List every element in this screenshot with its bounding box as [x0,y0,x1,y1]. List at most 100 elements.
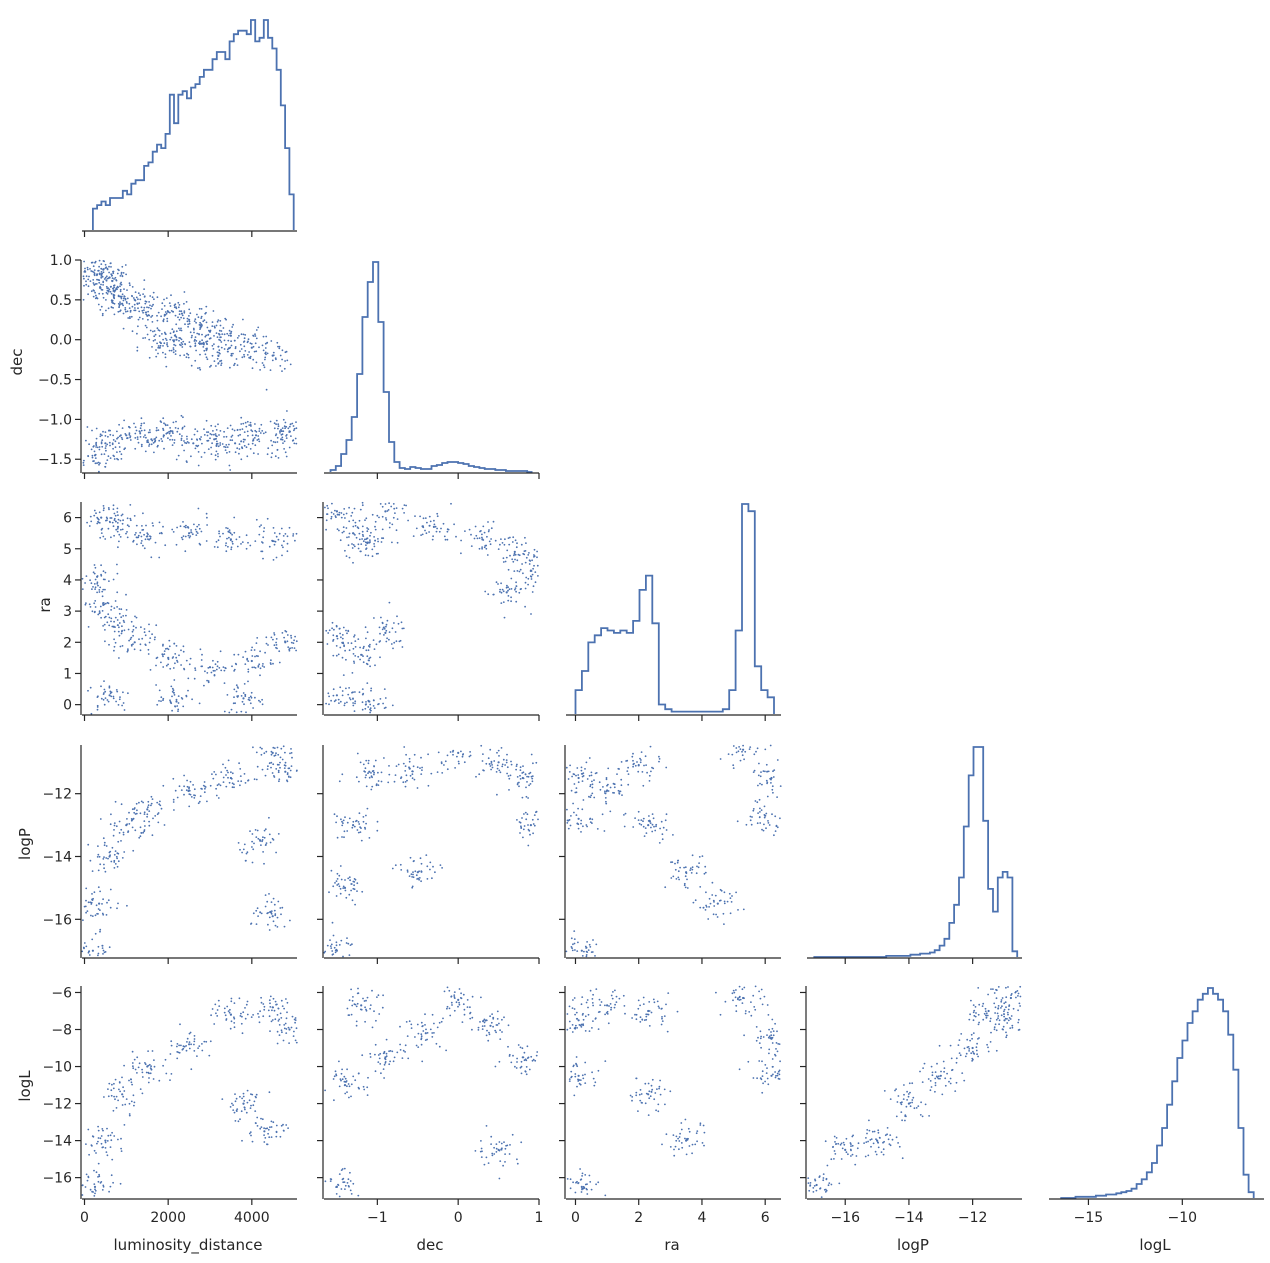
scatter-point [90,261,93,264]
scatter-point [209,666,211,668]
scatter-point [590,771,593,774]
scatter-point [752,808,755,810]
scatter-point [99,462,101,465]
scatter-point [139,835,142,838]
scatter-point [404,765,407,767]
scatter-point [268,916,271,919]
scatter-point [281,554,283,557]
scatter-point [462,1003,465,1006]
scatter-point [503,1141,505,1143]
scatter-point [216,665,219,668]
scatter-point [120,458,123,460]
scatter-point [907,1095,910,1098]
scatter-point [128,1079,130,1082]
scatter-point [206,439,209,442]
scatter-point [635,1018,638,1021]
scatter-point [366,655,369,658]
scatter-point [103,703,106,706]
scatter-point [352,519,355,522]
scatter-point [101,445,104,448]
scatter-point [577,781,580,784]
scatter-point [369,539,371,541]
scatter-point [248,424,251,426]
scatter-point [118,442,120,444]
scatter-point [84,582,86,584]
scatter-point [428,531,430,533]
scatter-point [111,280,114,283]
scatter-point [196,313,198,316]
scatter-point [873,1130,876,1133]
scatter-point [144,538,147,541]
scatter-point [157,444,159,447]
scatter-point [342,1177,345,1180]
scatter-point [645,1013,648,1016]
scatter-point [699,906,702,909]
scatter-point [83,459,85,462]
scatter-point [589,817,592,820]
scatter-point [665,829,668,831]
scatter-point [372,639,375,641]
scatter-point [181,444,184,447]
scatter-point [502,561,505,563]
scatter-point [370,788,373,791]
scatter-point [575,787,578,789]
scatter-point [851,1135,854,1138]
scatter-point [157,311,160,314]
scatter-point [371,548,374,551]
scatter-point [350,515,353,517]
scatter-point [100,288,103,291]
scatter-point [518,591,521,594]
scatter-point [370,687,373,690]
scatter-point [255,909,258,912]
scatter-point [365,774,367,776]
scatter-point [356,992,359,995]
scatter-point [256,765,259,768]
scatter-point [239,768,242,770]
scatter-point [684,1137,686,1140]
scatter-point [255,836,258,838]
scatter-point [279,761,281,764]
scatter-point [91,870,94,872]
scatter-point [517,1044,520,1046]
scatter-point [294,1017,297,1019]
scatter-point [119,285,121,288]
scatter-point [522,828,525,831]
scatter-point [189,331,192,334]
scatter-point [260,1126,263,1128]
scatter-point [692,901,695,904]
scatter-point [283,767,286,769]
scatter-point [573,942,576,945]
scatter-point [189,312,192,315]
scatter-point [139,1088,142,1090]
scatter-point [106,621,109,624]
scatter-point [281,1031,283,1034]
scatter-point [525,1066,528,1068]
scatter-point [414,515,416,517]
scatter-point [220,771,223,773]
scatter-point [499,1038,502,1040]
scatter-point [647,1013,650,1016]
scatter-point [530,613,532,615]
scatter-point [239,343,242,346]
scatter-point [604,1013,606,1016]
scatter-point [580,831,582,833]
scatter-point [685,872,688,875]
scatter-point [273,532,276,534]
scatter-point [198,523,200,526]
scatter-point [121,427,124,429]
scatter-point [432,525,435,529]
scatter-point [347,693,350,696]
scatter-point [126,437,129,440]
scatter-point [134,615,136,618]
scatter-point [495,1143,498,1145]
scatter-point [128,426,130,428]
scatter-point [515,585,518,587]
scatter-point [591,998,594,1000]
scatter-point [91,270,94,273]
scatter-point [204,312,207,315]
scatter-point [515,546,518,549]
scatter-point [154,636,156,639]
scatter-point [425,532,428,535]
scatter-point [431,1013,434,1016]
scatter-point [338,944,341,946]
